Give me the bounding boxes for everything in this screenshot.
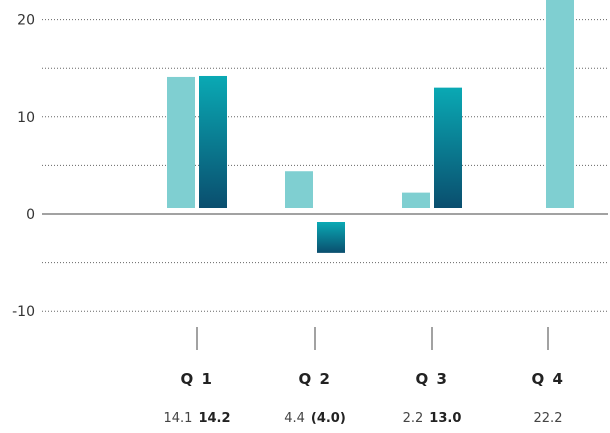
category-label: Q 4 xyxy=(532,370,565,388)
y-tick-label: -10 xyxy=(12,304,35,320)
bar-light-q4 xyxy=(546,0,574,208)
value-labels-q1: 14.1 14.2 xyxy=(163,411,230,426)
bar-dark-q3 xyxy=(434,87,462,208)
y-tick-label: 20 xyxy=(17,13,35,29)
y-tick-label: 10 xyxy=(17,110,35,126)
bar-dark-q1 xyxy=(199,75,227,208)
bars xyxy=(167,0,574,253)
category-label: Q 2 xyxy=(299,370,332,388)
bar-light-q2 xyxy=(285,171,313,208)
value-labels: 14.1 14.2 4.4 (4.0) 2.2 13.0 22.2 xyxy=(163,411,562,426)
y-axis-ticks: 20 10 0 -10 xyxy=(12,13,35,321)
value-labels-q2: 4.4 (4.0) xyxy=(284,411,346,426)
bar-light-q1 xyxy=(167,76,195,208)
y-tick-label: 0 xyxy=(26,207,35,223)
category-label: Q 1 xyxy=(181,370,214,388)
category-labels: Q 1 Q 2 Q 3 Q 4 xyxy=(181,327,565,388)
grid-lines xyxy=(42,19,608,312)
category-label: Q 3 xyxy=(416,370,449,388)
bar-light-q3 xyxy=(402,192,430,208)
value-labels-q4: 22.2 xyxy=(534,411,563,426)
bar-dark-q2 xyxy=(317,222,345,253)
value-labels-q3: 2.2 13.0 xyxy=(403,411,462,426)
